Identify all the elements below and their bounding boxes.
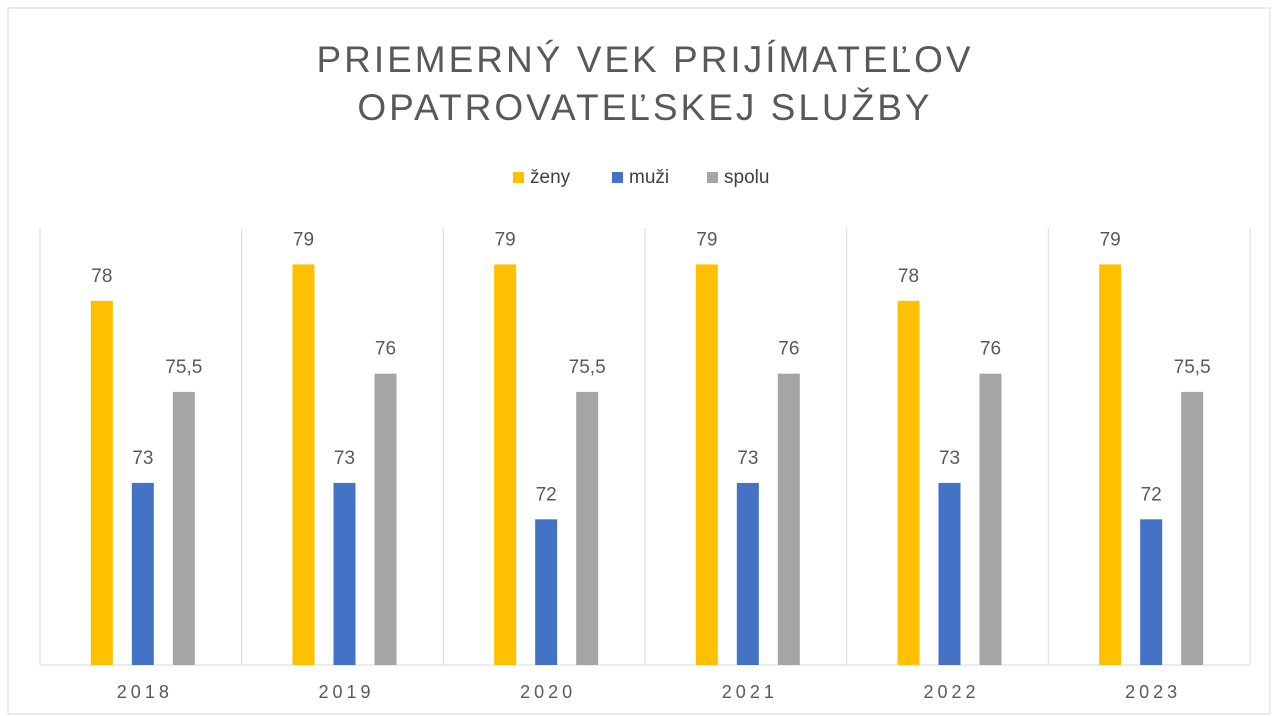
data-label: 79: [293, 229, 314, 250]
data-label: 73: [939, 448, 960, 469]
legend-swatch: [707, 172, 718, 183]
bar: [1181, 391, 1204, 665]
legend-label: spolu: [724, 167, 769, 188]
legend-label: ženy: [530, 167, 571, 188]
bar: [292, 264, 315, 665]
data-label: 79: [495, 229, 516, 250]
x-tick-label: 2018: [117, 682, 173, 702]
data-label: 73: [334, 448, 355, 469]
data-label: 75,5: [569, 357, 606, 378]
x-tick-label: 2022: [923, 682, 979, 702]
x-tick-label: 2020: [520, 682, 576, 702]
bar: [736, 482, 759, 665]
x-tick-label: 2021: [722, 682, 778, 702]
bar: [131, 482, 154, 665]
x-tick-label: 2023: [1125, 682, 1181, 702]
data-label: 76: [778, 339, 799, 360]
data-label: 73: [737, 448, 758, 469]
chart-title: OPATROVATEĽSKEJ SLUŽBY: [357, 87, 932, 128]
x-tick-label: 2019: [318, 682, 374, 702]
legend-label: muži: [629, 167, 669, 188]
chart-border: [7, 7, 1271, 715]
data-label: 78: [898, 266, 919, 287]
legend-swatch: [612, 172, 623, 183]
bar: [535, 519, 558, 665]
bar: [494, 264, 517, 665]
chart-title: PRIEMERNÝ VEK PRIJÍMATEĽOV: [316, 39, 973, 80]
data-label: 72: [536, 484, 557, 505]
bar: [90, 300, 113, 665]
data-label: 76: [375, 339, 396, 360]
data-label: 79: [1100, 229, 1121, 250]
bar: [1099, 264, 1122, 665]
bar: [172, 391, 195, 665]
data-label: 72: [1141, 484, 1162, 505]
data-label: 73: [132, 448, 153, 469]
legend-swatch: [513, 172, 524, 183]
data-label: 76: [980, 339, 1001, 360]
bar: [979, 373, 1002, 665]
bar: [1140, 519, 1163, 665]
bar: [695, 264, 718, 665]
data-label: 79: [696, 229, 717, 250]
bar: [333, 482, 356, 665]
bar: [897, 300, 920, 665]
data-label: 75,5: [1174, 357, 1211, 378]
bar: [777, 373, 800, 665]
bar: [576, 391, 599, 665]
bar: [938, 482, 961, 665]
data-label: 75,5: [165, 357, 202, 378]
bar: [374, 373, 397, 665]
data-label: 78: [91, 266, 112, 287]
